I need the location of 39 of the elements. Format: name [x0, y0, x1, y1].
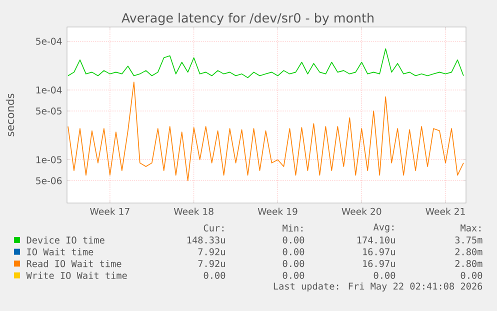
legend-label: Write IO Wait time [26, 272, 127, 279]
text: Max: [460, 224, 480, 232]
x-tick-label: Week 17 [90, 208, 130, 215]
text: 148.33u [188, 236, 225, 244]
chart-title: Average latency for /dev/sr0 - by month [122, 12, 374, 26]
legend-label: Device IO time [26, 236, 104, 244]
text: 7.92u [198, 260, 225, 268]
text: Cur: [204, 224, 224, 232]
y-tick-label: 5e-05 [36, 107, 62, 115]
text: Avg: [373, 224, 394, 232]
text: 3.75m [455, 236, 482, 244]
text: 2.80m [455, 248, 482, 256]
text: 0.00 [204, 272, 226, 279]
text: 0.00 [282, 260, 304, 268]
y-axis-title: seconds [6, 94, 14, 136]
text: 0.00 [282, 248, 304, 256]
line-series [68, 82, 464, 182]
text: 0.00 [282, 272, 304, 279]
text: Min: [282, 224, 302, 232]
text: 0.00 [282, 236, 304, 244]
line-series [68, 48, 464, 78]
x-tick-label: Week 21 [426, 208, 465, 215]
legend-label: Read IO Wait time [26, 260, 122, 268]
y-tick-label: 1e-04 [36, 86, 62, 94]
y-tick-label: 5e-06 [36, 177, 62, 184]
legend-label: IO Wait time [27, 248, 94, 256]
x-tick-label: Week 19 [258, 208, 298, 215]
x-tick-label: Week 18 [174, 208, 214, 215]
text: Last update: Fri May 22 02:41:08 2026 [274, 282, 482, 292]
text: 0.00 [374, 272, 396, 279]
y-tick-label: 5e-04 [36, 38, 62, 45]
text: 16.97u [363, 248, 395, 256]
text: 0.00 [460, 272, 482, 279]
x-tick-label: Week 20 [342, 208, 382, 215]
text: 2.80m [455, 260, 482, 268]
text: 16.97u [363, 260, 395, 268]
text: 174.10u [358, 236, 395, 244]
y-tick-label: 1e-05 [36, 156, 62, 164]
text: 7.92u [198, 248, 225, 256]
